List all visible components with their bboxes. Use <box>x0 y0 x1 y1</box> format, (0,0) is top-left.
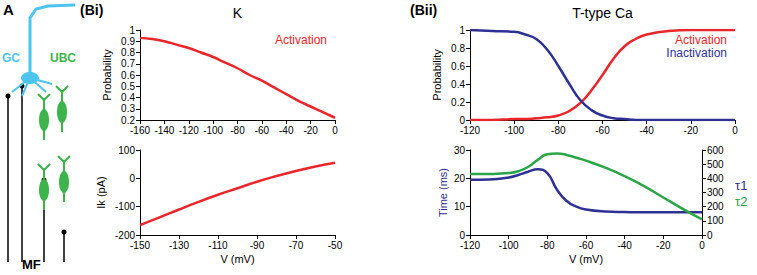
svg-text:100: 100 <box>118 145 135 156</box>
svg-text:300: 300 <box>707 187 724 198</box>
svg-text:0.4: 0.4 <box>451 79 465 90</box>
svg-text:30: 30 <box>454 145 466 156</box>
svg-text:0.5: 0.5 <box>121 81 135 92</box>
svg-text:V (mV): V (mV) <box>569 253 603 265</box>
svg-text:0.2: 0.2 <box>451 97 465 108</box>
svg-text:-20: -20 <box>684 125 699 136</box>
svg-text:-120: -120 <box>460 240 480 251</box>
svg-text:-80: -80 <box>551 125 566 136</box>
svg-text:1: 1 <box>129 25 135 36</box>
svg-text:Inactivation: Inactivation <box>666 46 727 60</box>
svg-text:0.6: 0.6 <box>451 61 465 72</box>
svg-text:-160: -160 <box>130 125 150 136</box>
svg-text:-20: -20 <box>656 240 671 251</box>
svg-text:-110: -110 <box>208 240 228 251</box>
svg-text:-20: -20 <box>303 125 318 136</box>
svg-text:-120: -120 <box>179 125 199 136</box>
svg-text:-40: -40 <box>617 240 632 251</box>
svg-text:0: 0 <box>459 114 465 126</box>
svg-text:(Bii): (Bii) <box>410 2 437 18</box>
svg-text:-80: -80 <box>540 240 555 251</box>
svg-text:0: 0 <box>332 125 338 136</box>
svg-text:0: 0 <box>699 240 705 251</box>
svg-text:A: A <box>3 1 14 18</box>
svg-text:-100: -100 <box>499 240 519 251</box>
svg-text:10: 10 <box>454 201 466 212</box>
svg-text:-40: -40 <box>279 125 294 136</box>
svg-text:600: 600 <box>707 145 724 156</box>
svg-text:-60: -60 <box>579 240 594 251</box>
svg-text:-100: -100 <box>504 125 524 136</box>
svg-text:(Bi): (Bi) <box>80 2 103 18</box>
svg-text:τ1: τ1 <box>735 178 747 193</box>
svg-text:-70: -70 <box>289 240 304 251</box>
svg-text:-60: -60 <box>255 125 270 136</box>
svg-text:-100: -100 <box>203 125 223 136</box>
svg-text:0.7: 0.7 <box>121 58 135 69</box>
svg-text:1: 1 <box>459 25 465 36</box>
svg-text:Activation: Activation <box>275 33 327 47</box>
svg-text:-60: -60 <box>595 125 610 136</box>
svg-text:0.8: 0.8 <box>451 43 465 54</box>
svg-text:Time (ms): Time (ms) <box>437 168 449 217</box>
svg-text:0.9: 0.9 <box>121 36 135 47</box>
svg-text:T-type Ca: T-type Ca <box>572 5 633 21</box>
svg-text:0.4: 0.4 <box>121 92 135 103</box>
svg-text:0: 0 <box>707 230 713 241</box>
svg-text:-140: -140 <box>154 125 174 136</box>
svg-text:Ik (pA): Ik (pA) <box>95 176 107 208</box>
svg-text:0: 0 <box>459 229 465 241</box>
svg-text:K: K <box>233 5 243 21</box>
svg-text:-80: -80 <box>230 125 245 136</box>
svg-text:0.8: 0.8 <box>121 47 135 58</box>
svg-text:500: 500 <box>707 159 724 170</box>
svg-text:200: 200 <box>707 201 724 212</box>
svg-text:-100: -100 <box>115 201 135 212</box>
svg-text:GC: GC <box>2 51 20 65</box>
svg-text:400: 400 <box>707 173 724 184</box>
svg-text:-150: -150 <box>130 240 150 251</box>
svg-text:20: 20 <box>454 173 466 184</box>
svg-text:-120: -120 <box>460 125 480 136</box>
svg-text:τ2: τ2 <box>735 194 747 209</box>
svg-text:-130: -130 <box>169 240 189 251</box>
svg-text:Probability: Probability <box>431 49 443 101</box>
svg-text:-50: -50 <box>328 240 343 251</box>
svg-text:100: 100 <box>707 215 724 226</box>
svg-text:0: 0 <box>129 173 135 184</box>
svg-text:-90: -90 <box>250 240 265 251</box>
svg-text:-40: -40 <box>639 125 654 136</box>
svg-text:-200: -200 <box>115 229 135 241</box>
svg-text:0.6: 0.6 <box>121 70 135 81</box>
svg-text:Activation: Activation <box>675 33 727 47</box>
svg-text:0.2: 0.2 <box>121 114 135 126</box>
svg-text:0: 0 <box>732 125 738 136</box>
svg-text:MF: MF <box>22 257 41 272</box>
svg-text:V (mV): V (mV) <box>220 253 254 265</box>
svg-text:0.3: 0.3 <box>121 103 135 114</box>
svg-text:UBC: UBC <box>50 51 76 65</box>
svg-text:Probability: Probability <box>101 49 113 101</box>
